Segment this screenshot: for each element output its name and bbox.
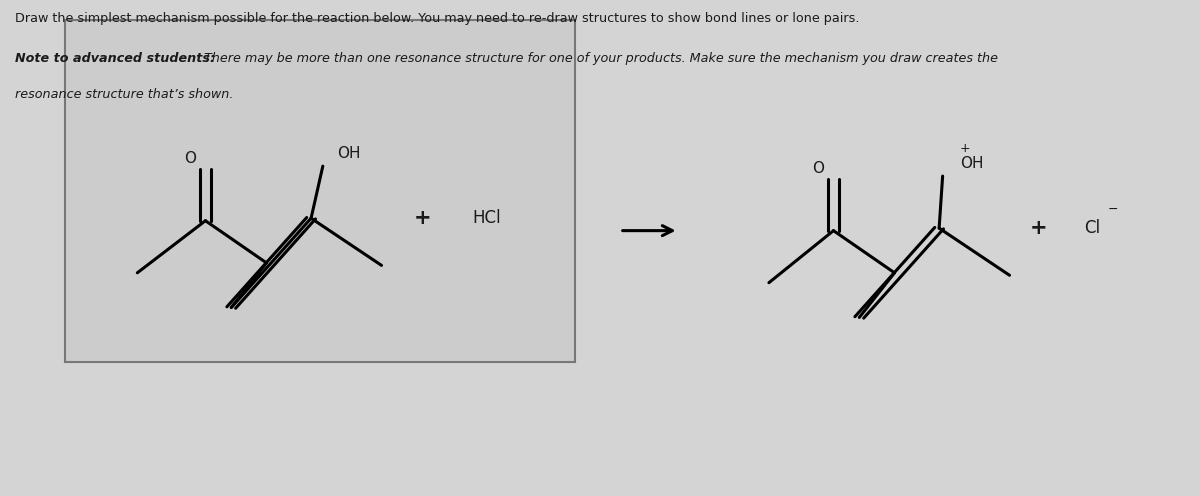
Text: OH: OH [960,156,984,171]
FancyBboxPatch shape [65,20,575,362]
Text: +: + [960,142,971,155]
Text: HCl: HCl [473,209,502,227]
Text: There may be more than one resonance structure for one of your products. Make su: There may be more than one resonance str… [199,52,997,65]
Text: O: O [184,151,196,166]
Text: −: − [1108,203,1118,216]
Text: OH: OH [337,146,360,161]
Text: Cl: Cl [1084,219,1099,237]
Text: +: + [414,208,432,228]
Text: +: + [1030,218,1048,238]
Text: Draw the simplest mechanism possible for the reaction below. You may need to re-: Draw the simplest mechanism possible for… [16,12,859,25]
Text: resonance structure that’s shown.: resonance structure that’s shown. [16,88,234,101]
Text: O: O [812,161,824,176]
Text: Note to advanced students:: Note to advanced students: [16,52,215,65]
